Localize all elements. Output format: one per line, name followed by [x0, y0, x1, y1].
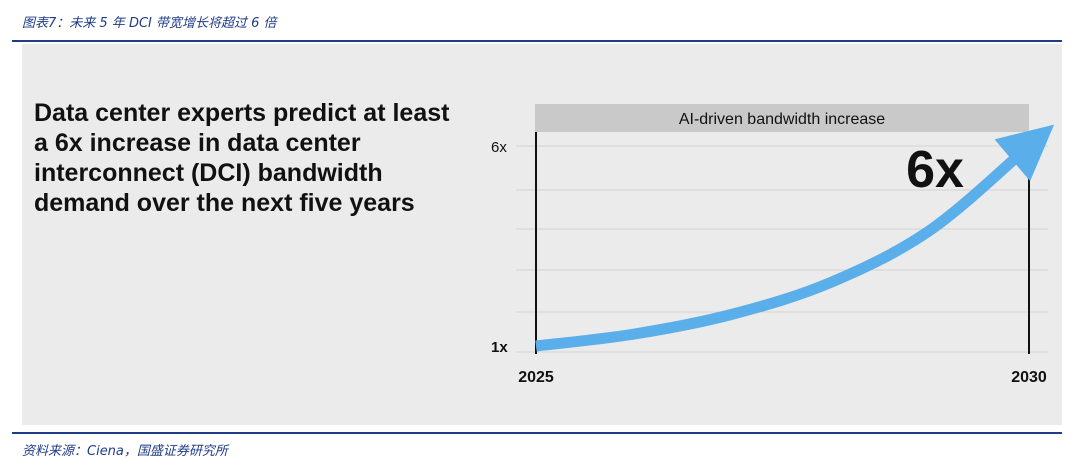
- growth-arrow: [535, 124, 1055, 352]
- grid-lines: [516, 145, 1048, 353]
- bottom-divider: [12, 432, 1062, 434]
- banner-label: AI-driven bandwidth increase: [679, 111, 885, 128]
- x-tick-end: 2030: [1011, 369, 1047, 386]
- x-tick-start: 2025: [518, 369, 554, 386]
- banner-background: [535, 104, 1029, 132]
- headline-text: Data center experts predict at least a 6…: [34, 99, 450, 217]
- top-divider: [12, 40, 1062, 42]
- source-note: 资料来源：Ciena，国盛证券研究所: [22, 444, 228, 459]
- y-tick-bottom: 1x: [491, 339, 508, 356]
- y-tick-top: 6x: [491, 139, 507, 156]
- figure-caption: 图表7：未来 5 年 DCI 带宽增长将超过 6 倍: [22, 16, 277, 31]
- growth-annotation: 6x: [906, 141, 964, 199]
